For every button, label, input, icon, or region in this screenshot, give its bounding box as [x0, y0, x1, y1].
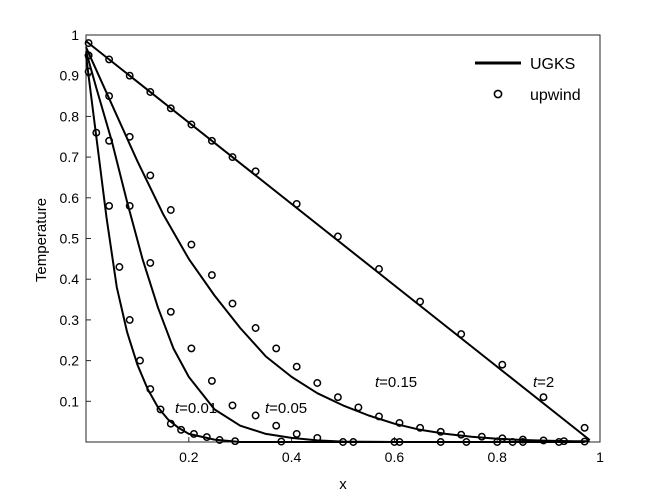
series-1-marker-2 [125, 201, 134, 210]
series-2-marker-2 [125, 132, 134, 141]
series-3-marker-9 [292, 199, 301, 208]
legend-label-1: upwind [530, 87, 581, 104]
series-2-marker-24 [580, 437, 589, 446]
y-tick-label-9: 1 [71, 27, 79, 43]
y-axis-label: Temperature [33, 198, 50, 282]
y-tick-label-6: 0.7 [60, 149, 80, 165]
series-2-marker-6 [207, 271, 216, 280]
series-1-marker-11 [313, 433, 322, 442]
series-2-marker-8 [251, 324, 260, 332]
series-0-marker-11 [202, 433, 211, 442]
series-0-marker-9 [177, 425, 186, 434]
series-3-marker-14 [498, 360, 507, 369]
series-3-marker-11 [375, 265, 383, 273]
series-line-3 [85, 40, 591, 441]
y-tick-label-8: 0.9 [60, 68, 80, 84]
series-1-marker-9 [272, 421, 281, 430]
series-2-marker-0 [84, 51, 93, 60]
series-2-marker-19 [477, 432, 486, 441]
series-3-marker-15 [539, 393, 548, 402]
series-line-2 [85, 46, 590, 443]
series-3-marker-7 [228, 153, 237, 162]
series-2-marker-18 [457, 430, 466, 439]
series-1-marker-4 [166, 307, 175, 316]
series-0-marker-4 [125, 315, 134, 324]
series-3-marker-2 [125, 71, 134, 80]
series-3-marker-3 [146, 88, 155, 96]
series-2-marker-23 [560, 437, 568, 446]
series-0-marker-3 [115, 263, 124, 271]
y-tick-label-3: 0.4 [60, 271, 80, 287]
series-0-marker-1 [92, 128, 101, 137]
series-2-marker-9 [272, 344, 281, 353]
y-tick-label-0: 0.1 [60, 393, 80, 409]
series-1-marker-13 [390, 438, 399, 446]
series-2-marker-5 [187, 240, 196, 249]
series-3-marker-16 [580, 423, 589, 432]
series-2-marker-16 [416, 423, 425, 432]
series-0-marker-7 [156, 405, 165, 414]
series-0-marker-10 [189, 429, 198, 438]
y-tick-label-2: 0.3 [60, 312, 80, 328]
series-0-marker-13 [231, 437, 240, 446]
series-3-marker-8 [251, 167, 260, 176]
series-3-marker-13 [457, 330, 466, 339]
curve-label-1: t=0.05 [265, 400, 307, 417]
series-3-marker-1 [105, 55, 114, 64]
series-1-marker-6 [207, 376, 216, 385]
series-0-marker-5 [136, 356, 144, 365]
series-2-marker-11 [313, 379, 322, 387]
series-2-marker-3 [146, 171, 155, 180]
legend-circle-swatch-1 [493, 89, 503, 99]
y-tick-label-5: 0.6 [60, 190, 80, 206]
series-2-marker-13 [354, 403, 363, 412]
y-tick-label-1: 0.2 [60, 353, 80, 369]
x-tick-label-1: 0.4 [282, 449, 302, 465]
series-1-marker-7 [228, 401, 237, 410]
legend: UGKS upwind [475, 56, 581, 104]
series-2-marker-10 [292, 362, 301, 371]
curve-label-3: t=2 [533, 374, 554, 391]
legend-label-0: UGKS [530, 56, 575, 73]
series-3-marker-6 [207, 136, 216, 145]
series-1-marker-3 [146, 258, 155, 267]
series-2-marker-21 [518, 435, 527, 444]
x-tick-label-4: 1 [596, 449, 604, 465]
series-2-marker-7 [228, 299, 237, 308]
x-axis-label: x [339, 476, 347, 493]
series-2-marker-17 [436, 427, 445, 436]
series-1-marker-1 [105, 136, 114, 145]
series-2-marker-4 [166, 206, 175, 214]
series-3-marker-5 [187, 120, 196, 129]
series-2-marker-22 [539, 436, 548, 445]
series-line-1 [85, 51, 585, 443]
curve-label-0: t=0.01 [175, 400, 217, 417]
series-1-marker-10 [292, 429, 301, 438]
x-tick-label-2: 0.6 [385, 449, 405, 465]
series-0-marker-8 [166, 419, 175, 428]
series-3-marker-4 [166, 104, 175, 113]
series-0-marker-6 [146, 385, 155, 394]
series-0-marker-14 [277, 437, 286, 446]
series-0-marker-2 [105, 201, 114, 210]
x-tick-label-3: 0.8 [487, 449, 507, 465]
series-2-marker-14 [375, 412, 383, 421]
y-tick-label-7: 0.8 [60, 108, 80, 124]
y-tick-label-4: 0.5 [60, 231, 80, 247]
series-3-marker-10 [333, 232, 342, 241]
series-2-marker-1 [105, 92, 114, 101]
series-3-marker-0 [84, 39, 93, 48]
series-1-marker-5 [187, 344, 196, 353]
series-3-marker-12 [416, 297, 425, 306]
series-2-marker-15 [395, 418, 404, 427]
x-tick-label-0: 0.2 [179, 449, 199, 465]
series-0-marker-12 [215, 436, 224, 444]
series-2-marker-20 [498, 434, 507, 443]
curve-label-2: t=0.15 [375, 374, 417, 391]
series-1-marker-12 [349, 438, 358, 446]
series-1-marker-14 [462, 438, 471, 446]
series-1-marker-8 [251, 411, 260, 420]
series-2-marker-12 [333, 393, 342, 402]
